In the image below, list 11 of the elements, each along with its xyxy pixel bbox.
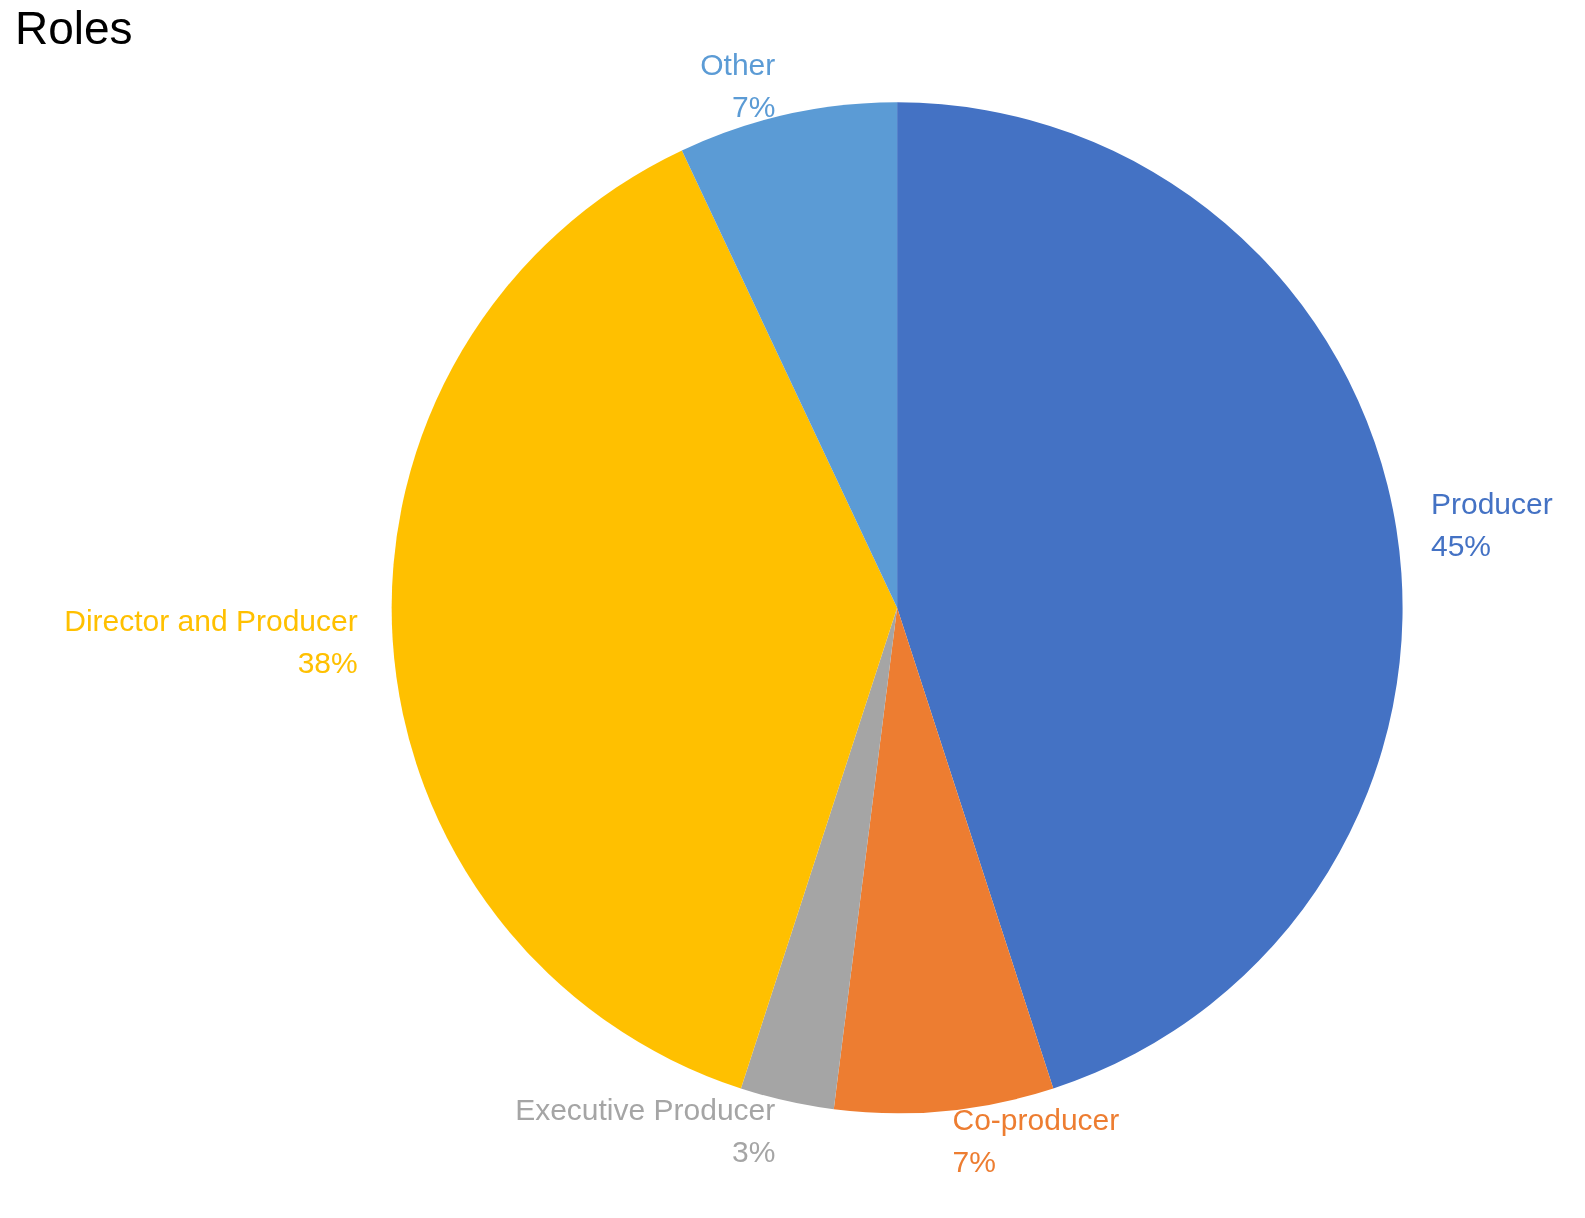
slice-label: Co-producer xyxy=(952,1103,1120,1137)
data-label: 7% xyxy=(952,1145,996,1179)
slice-label: Executive Producer xyxy=(515,1092,776,1126)
data-label: 38% xyxy=(297,645,358,679)
slice-label: Producer xyxy=(1430,486,1553,520)
data-label: 7% xyxy=(731,89,776,123)
data-label: 3% xyxy=(731,1134,776,1168)
data-label: 45% xyxy=(1430,528,1492,562)
slice-label: Other xyxy=(700,47,776,81)
slice-label: Director and Producer xyxy=(64,603,358,637)
chart-title: Roles xyxy=(15,2,133,54)
